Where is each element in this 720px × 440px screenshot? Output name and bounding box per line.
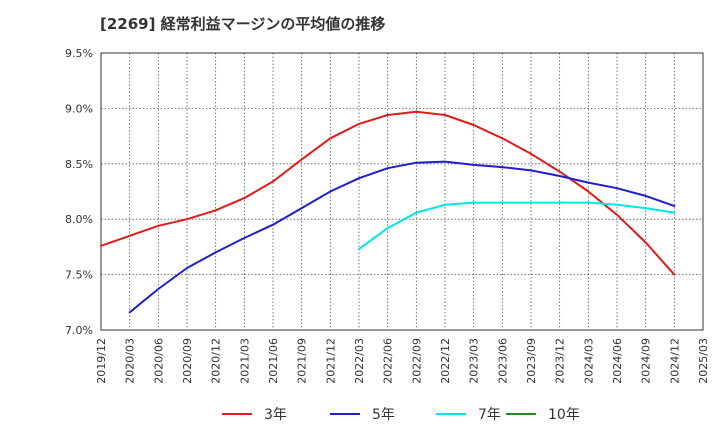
y-tick-label: 8.5% (65, 158, 93, 171)
x-axis: 2019/12 2020/03 2020/06 2020/09 2020/12 2021/… (95, 338, 710, 384)
x-tick-label: 2020/03 (124, 338, 137, 384)
plot-frame (100, 52, 704, 331)
x-tick-label: 2021/06 (267, 338, 280, 384)
x-tick-label: 2024/12 (668, 338, 681, 384)
x-tick-label: 2025/03 (697, 338, 710, 384)
x-tick-label: 2023/06 (496, 338, 509, 384)
x-tick-label: 2020/06 (152, 338, 165, 384)
series-line-3 (358, 201, 676, 251)
x-tick-label: 2019/12 (95, 338, 108, 384)
legend-label: 5年 (372, 407, 395, 423)
x-tick-label: 2022/06 (382, 338, 395, 384)
x-tick-label: 2021/03 (238, 338, 251, 384)
series-line-2 (128, 160, 676, 314)
x-tick-label: 2020/09 (181, 338, 194, 384)
x-tick-label: 2023/09 (525, 338, 538, 384)
x-tick-label: 2020/12 (210, 338, 223, 384)
x-tick-label: 2023/12 (554, 338, 567, 384)
x-tick-label: 2024/03 (582, 338, 595, 384)
legend-label: 10年 (548, 407, 580, 423)
x-tick-label: 2022/03 (353, 338, 366, 384)
x-tick-label: 2024/06 (611, 338, 624, 384)
x-tick-label: 2021/12 (324, 338, 337, 384)
y-axis: 7.0% 7.5% 8.0% 8.5% 9.0% 9.5% (65, 47, 93, 337)
series-lines (100, 110, 676, 314)
chart-title: [2269] 経常利益マージンの平均値の推移 (100, 15, 386, 33)
legend-label: 3年 (264, 407, 287, 423)
grid (100, 52, 704, 331)
y-tick-label: 7.5% (65, 269, 93, 282)
legend-label: 7年 (478, 407, 501, 423)
y-tick-label: 9.0% (65, 102, 93, 115)
x-tick-label: 2024/09 (640, 338, 653, 384)
y-tick-label: 9.5% (65, 47, 93, 60)
x-tick-label: 2021/09 (296, 338, 309, 384)
x-tick-label: 2022/09 (410, 338, 423, 384)
y-tick-label: 8.0% (65, 213, 93, 226)
y-tick-label: 7.0% (65, 324, 93, 337)
series-line-1 (100, 110, 676, 276)
x-tick-label: 2022/12 (439, 338, 452, 384)
x-tick-label: 2023/03 (468, 338, 481, 384)
legend: 3年 5年 7年 10年 (222, 407, 580, 423)
